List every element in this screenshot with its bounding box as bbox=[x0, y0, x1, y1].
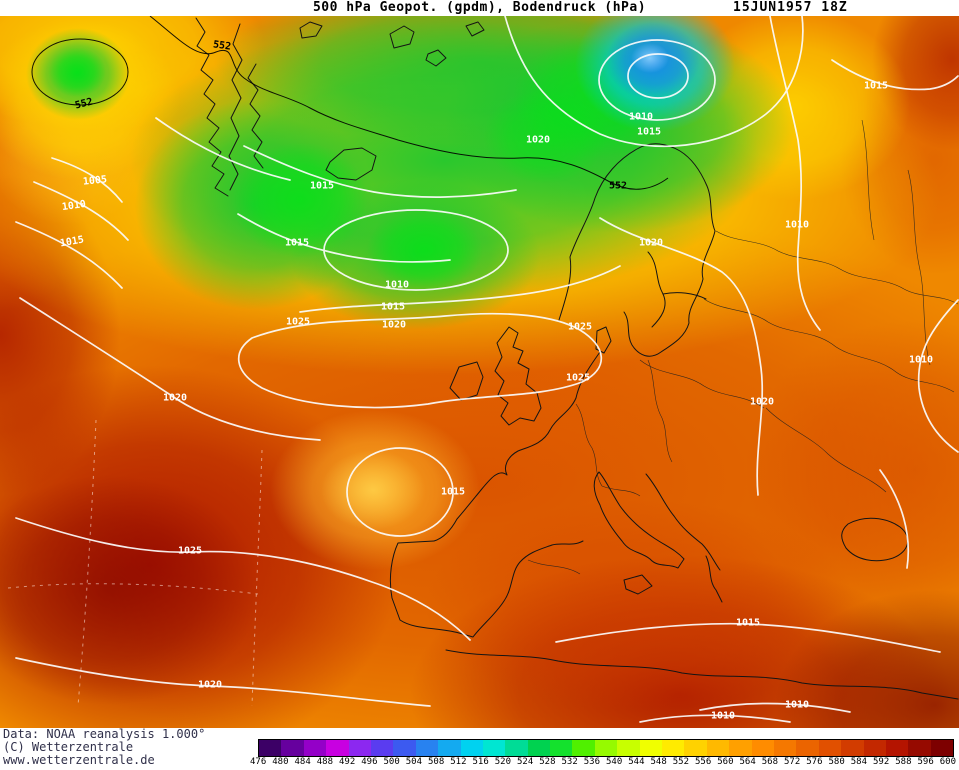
colorbar-segment bbox=[572, 740, 595, 756]
colorbar-segment bbox=[639, 740, 663, 756]
colorbar-tick: 592 bbox=[872, 757, 890, 767]
colorbar-segment bbox=[460, 740, 483, 756]
colorbar bbox=[258, 739, 954, 757]
colorbar-segment bbox=[617, 740, 640, 756]
colorbar-tick: 572 bbox=[783, 757, 801, 767]
colorbar-segment bbox=[259, 740, 282, 756]
colorbar-segment bbox=[505, 740, 528, 756]
credit-line: Data: NOAA reanalysis 1.000° bbox=[3, 727, 206, 741]
colorbar-tick: 588 bbox=[895, 757, 912, 767]
colorbar-segment bbox=[863, 740, 886, 756]
colorbar-segment bbox=[415, 740, 439, 756]
colorbar-tick: 496 bbox=[361, 757, 378, 767]
colorbar-tick: 524 bbox=[516, 757, 534, 767]
colorbar-tick: 576 bbox=[806, 757, 823, 767]
colorbar-tick: 528 bbox=[539, 757, 556, 767]
colorbar-tick: 512 bbox=[450, 757, 467, 767]
colorbar-segment bbox=[594, 740, 618, 756]
colorbar-segment bbox=[482, 740, 506, 756]
colorbar-tick: 556 bbox=[694, 757, 712, 767]
colorbar-segment bbox=[930, 740, 954, 756]
colorbar-segment bbox=[706, 740, 730, 756]
colorbar-segment bbox=[438, 740, 461, 756]
coastlines bbox=[195, 17, 959, 700]
map-title: 500 hPa Geopot. (gpdm), Bodendruck (hPa) bbox=[312, 0, 647, 15]
colorbar-tick: 536 bbox=[583, 757, 600, 767]
isobar-contours bbox=[15, 15, 959, 723]
colorbar-tick: 560 bbox=[717, 757, 734, 767]
map-datetime: 15JUN1957 18Z bbox=[733, 0, 848, 15]
colorbar-tick: 540 bbox=[605, 757, 623, 767]
colorbar-tick: 480 bbox=[272, 757, 289, 767]
colorbar-tick: 492 bbox=[338, 757, 356, 767]
colorbar-tick: 516 bbox=[472, 757, 489, 767]
colorbar-segment bbox=[908, 740, 931, 756]
header-bar: 500 hPa Geopot. (gpdm), Bodendruck (hPa)… bbox=[0, 0, 959, 16]
colorbar-segment bbox=[796, 740, 819, 756]
credit-line: (C) Wetterzentrale bbox=[3, 740, 134, 754]
colorbar-segment bbox=[370, 740, 394, 756]
colorbar-tick: 508 bbox=[427, 757, 445, 767]
colorbar-tick: 484 bbox=[294, 757, 311, 767]
colorbar-segment bbox=[818, 740, 842, 756]
colorbar-segment bbox=[885, 740, 909, 756]
graticule-lines bbox=[7, 419, 263, 707]
colorbar-tick: 596 bbox=[917, 757, 934, 767]
colorbar-segment bbox=[773, 740, 797, 756]
colorbar-tick: 568 bbox=[761, 757, 778, 767]
footer-bar: Data: NOAA reanalysis 1.000° (C) Wetterze… bbox=[0, 728, 959, 770]
colorbar-segment bbox=[841, 740, 864, 756]
colorbar-segment bbox=[527, 740, 551, 756]
colorbar-tick: 520 bbox=[494, 757, 511, 767]
colorbar-tick: 500 bbox=[383, 757, 400, 767]
colorbar-segment bbox=[684, 740, 707, 756]
geopotential-contours bbox=[31, 15, 669, 190]
colorbar-segment bbox=[729, 740, 752, 756]
colorbar-tick: 584 bbox=[850, 757, 867, 767]
colorbar-segment bbox=[751, 740, 774, 756]
colorbar-tick: 532 bbox=[561, 757, 578, 767]
credits-block: Data: NOAA reanalysis 1.000° (C) Wetterze… bbox=[3, 728, 205, 767]
colorbar-segment bbox=[550, 740, 573, 756]
colorbar-tick-row: 476 480 484 488 492 496 500 504 508 512 516 520 524 5… bbox=[247, 757, 959, 767]
colorbar-tick: 580 bbox=[828, 757, 845, 767]
colorbar-tick: 600 bbox=[939, 757, 956, 767]
colorbar-tick: 488 bbox=[316, 757, 333, 767]
colorbar-tick: 544 bbox=[628, 757, 645, 767]
colorbar-segment bbox=[662, 740, 685, 756]
colorbar-tick: 548 bbox=[650, 757, 667, 767]
colorbar-tick: 564 bbox=[739, 757, 756, 767]
colorbar-tick: 504 bbox=[405, 757, 422, 767]
colorbar-segment bbox=[326, 740, 349, 756]
colorbar-segment bbox=[348, 740, 371, 756]
colorbar-segment bbox=[393, 740, 416, 756]
country-borders bbox=[527, 119, 959, 575]
colorbar-segment bbox=[303, 740, 327, 756]
colorbar-segment bbox=[281, 740, 304, 756]
credit-line: www.wetterzentrale.de bbox=[3, 753, 155, 767]
colorbar-tick: 476 bbox=[249, 757, 267, 767]
colorbar-tick: 552 bbox=[672, 757, 689, 767]
